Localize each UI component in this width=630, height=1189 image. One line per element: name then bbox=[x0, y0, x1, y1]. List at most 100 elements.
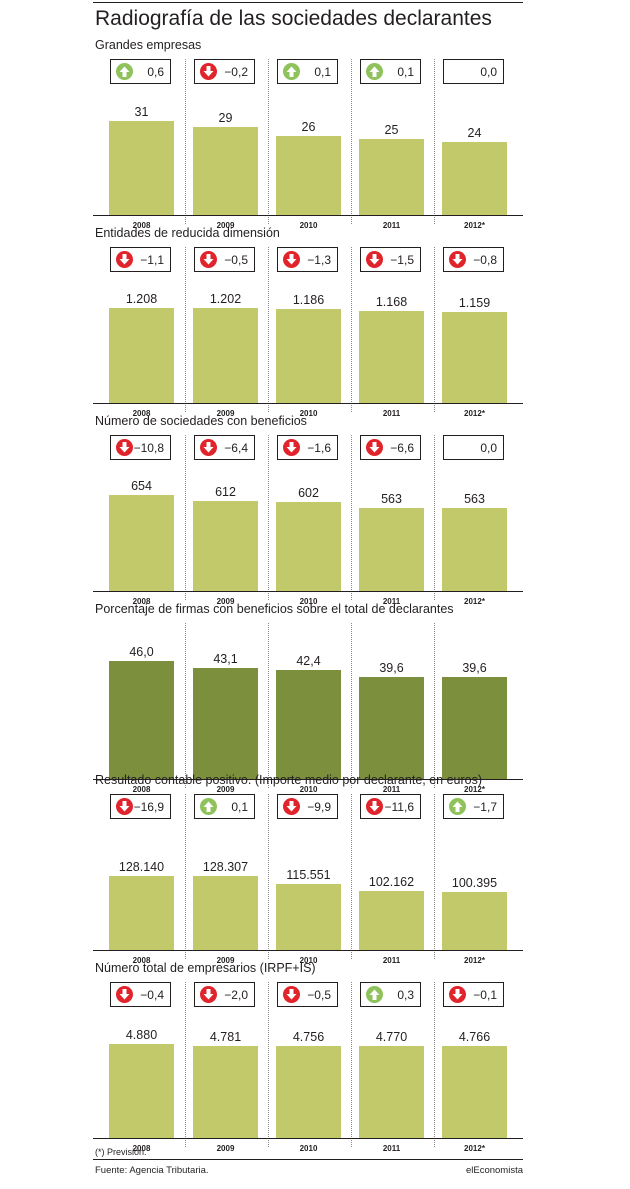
bar-column: 39,6 2012* bbox=[442, 623, 525, 799]
variation-value: −0,2 bbox=[224, 65, 248, 79]
baseline bbox=[93, 779, 523, 780]
panel-sociedades-con-beneficios: Número de sociedades con beneficios −10,… bbox=[93, 414, 523, 606]
bar bbox=[359, 508, 424, 591]
variation-box: 0,1 bbox=[194, 794, 255, 819]
year-tick-label: 2008 bbox=[132, 1144, 151, 1153]
bar-value-label: 24 bbox=[467, 126, 482, 140]
panel-title: Resultado contable positivo. (Importe me… bbox=[95, 773, 483, 787]
variation-value: 0,1 bbox=[314, 65, 331, 79]
year-tick-label: 2010 bbox=[299, 409, 318, 418]
bar-value-label: 563 bbox=[464, 492, 485, 506]
column-divider bbox=[351, 982, 352, 1147]
bar-value-label: 4.880 bbox=[125, 1028, 158, 1042]
arrow-up-icon bbox=[283, 63, 300, 80]
variation-value: −6,6 bbox=[390, 441, 414, 455]
bar-column: −1,5 1.168 2011 bbox=[359, 247, 442, 423]
bar-plot: 46,0 2008 43,1 2009 42,4 2010 39,6 2011 39,6 2012… bbox=[93, 623, 523, 794]
variation-value: 0,3 bbox=[397, 988, 414, 1002]
bar-column: −9,9 115.551 2010 bbox=[276, 794, 359, 970]
variation-value: −2,0 bbox=[224, 988, 248, 1002]
bar-value-label: 654 bbox=[131, 479, 152, 493]
column-divider bbox=[351, 247, 352, 412]
bar-value-label: 1.168 bbox=[375, 295, 408, 309]
arrow-down-icon bbox=[200, 251, 217, 268]
year-tick-label: 2012* bbox=[464, 409, 485, 418]
column-divider bbox=[185, 435, 186, 600]
bar-column: −1,7 100.395 2012* bbox=[442, 794, 525, 970]
variation-value: −0,5 bbox=[307, 988, 331, 1002]
arrow-down-icon bbox=[283, 251, 300, 268]
bar bbox=[109, 495, 174, 591]
arrow-down-icon bbox=[200, 63, 217, 80]
panel-entidades-reducida-dimension: Entidades de reducida dimensión −1,1 1.20… bbox=[93, 226, 523, 418]
year-tick-label: 2009 bbox=[216, 597, 235, 606]
bar-column: −2,0 4.781 2009 bbox=[193, 982, 276, 1158]
bar-column: −16,9 128.140 2008 bbox=[109, 794, 192, 970]
variation-box: −1,3 bbox=[277, 247, 338, 272]
bar bbox=[193, 668, 258, 779]
variation-value: −1,3 bbox=[307, 253, 331, 267]
baseline bbox=[93, 215, 523, 216]
variation-box: 0,1 bbox=[277, 59, 338, 84]
bar bbox=[276, 670, 341, 779]
panel-grandes-empresas: Grandes empresas 0,6 31 2008 −0,2 29 2009 0,1 2… bbox=[93, 38, 523, 230]
bar bbox=[276, 309, 341, 403]
variation-box: −1,6 bbox=[277, 435, 338, 460]
variation-box: −0,5 bbox=[194, 247, 255, 272]
variation-value: −0,4 bbox=[140, 988, 164, 1002]
bar-column: −6,4 612 2009 bbox=[193, 435, 276, 611]
bar-column: 0,0 563 2012* bbox=[442, 435, 525, 611]
arrow-down-icon bbox=[116, 986, 133, 1003]
bar bbox=[442, 892, 507, 950]
year-tick-label: 2010 bbox=[299, 1144, 318, 1153]
arrow-down-icon bbox=[116, 439, 133, 456]
year-tick-label: 2011 bbox=[382, 956, 401, 965]
bar bbox=[193, 1046, 258, 1138]
variation-box: −1,5 bbox=[360, 247, 421, 272]
bar bbox=[193, 876, 258, 950]
year-tick-label: 2011 bbox=[382, 1144, 401, 1153]
year-tick-label: 2009 bbox=[216, 1144, 235, 1153]
bar-column: −0,4 4.880 2008 bbox=[109, 982, 192, 1158]
variation-box: −0,1 bbox=[443, 982, 504, 1007]
equal-icon bbox=[449, 63, 466, 80]
variation-box: 0,0 bbox=[443, 435, 504, 460]
column-divider bbox=[185, 59, 186, 224]
variation-value: −11,6 bbox=[384, 800, 414, 814]
bar bbox=[193, 501, 258, 591]
arrow-down-icon bbox=[116, 798, 133, 815]
bar-value-label: 42,4 bbox=[296, 654, 321, 668]
variation-value: −0,8 bbox=[473, 253, 497, 267]
bar-column: −0,1 4.766 2012* bbox=[442, 982, 525, 1158]
bar bbox=[276, 502, 341, 591]
panel-title: Grandes empresas bbox=[95, 38, 202, 52]
variation-box: −11,6 bbox=[360, 794, 421, 819]
year-tick-label: 2012* bbox=[464, 785, 485, 794]
bar bbox=[359, 891, 424, 950]
bar bbox=[193, 127, 258, 215]
arrow-down-icon bbox=[366, 439, 383, 456]
column-divider bbox=[185, 247, 186, 412]
bar bbox=[276, 136, 341, 215]
bar bbox=[359, 139, 424, 215]
column-divider bbox=[268, 59, 269, 224]
bar-column: 0,6 31 2008 bbox=[109, 59, 192, 235]
bar-value-label: 1.186 bbox=[292, 293, 325, 307]
bar-column: 0,3 4.770 2011 bbox=[359, 982, 442, 1158]
column-divider bbox=[351, 59, 352, 224]
column-divider bbox=[434, 59, 435, 224]
bar-column: −10,8 654 2008 bbox=[109, 435, 192, 611]
column-divider bbox=[351, 623, 352, 788]
bar bbox=[109, 661, 174, 779]
year-tick-label: 2008 bbox=[132, 221, 151, 230]
arrow-down-icon bbox=[200, 986, 217, 1003]
bar bbox=[442, 142, 507, 215]
bar-value-label: 39,6 bbox=[379, 661, 404, 675]
year-tick-label: 2011 bbox=[382, 597, 401, 606]
arrow-up-icon bbox=[449, 798, 466, 815]
variation-value: −1,1 bbox=[140, 253, 164, 267]
bar bbox=[442, 677, 507, 779]
bar-value-label: 4.756 bbox=[292, 1030, 325, 1044]
column-divider bbox=[351, 794, 352, 959]
panel-total-empresarios: Número total de empresarios (IRPF+IS) −0… bbox=[93, 961, 523, 1153]
